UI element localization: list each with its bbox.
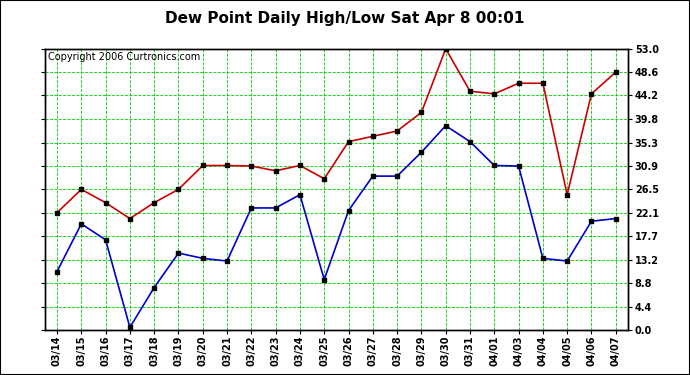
Text: Dew Point Daily High/Low Sat Apr 8 00:01: Dew Point Daily High/Low Sat Apr 8 00:01 [166, 11, 524, 26]
Text: Copyright 2006 Curtronics.com: Copyright 2006 Curtronics.com [48, 52, 200, 62]
